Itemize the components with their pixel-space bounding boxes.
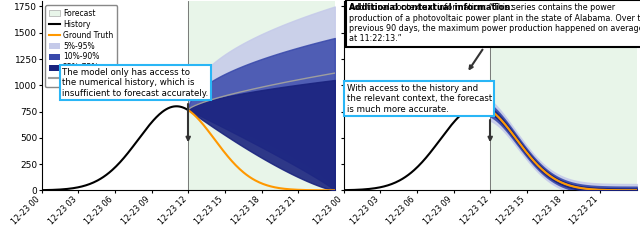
Bar bbox=[188, 1, 335, 190]
Text: Additional contextual information:: Additional contextual information: bbox=[349, 3, 514, 12]
Legend: Forecast, History, Ground Truth, 5%-95%, 10%-90%, 25%-75%, 50%: Forecast, History, Ground Truth, 5%-95%,… bbox=[45, 5, 117, 87]
Bar bbox=[490, 1, 637, 190]
Text: The model only has access to
the numerical history, which is
insufficient to for: The model only has access to the numeric… bbox=[62, 68, 209, 140]
Text: Additional contextual information: “This series contains the power
production of: Additional contextual information: “This… bbox=[349, 3, 640, 69]
Text: With access to the history and
the relevant context, the forecast
is much more a: With access to the history and the relev… bbox=[346, 84, 492, 140]
